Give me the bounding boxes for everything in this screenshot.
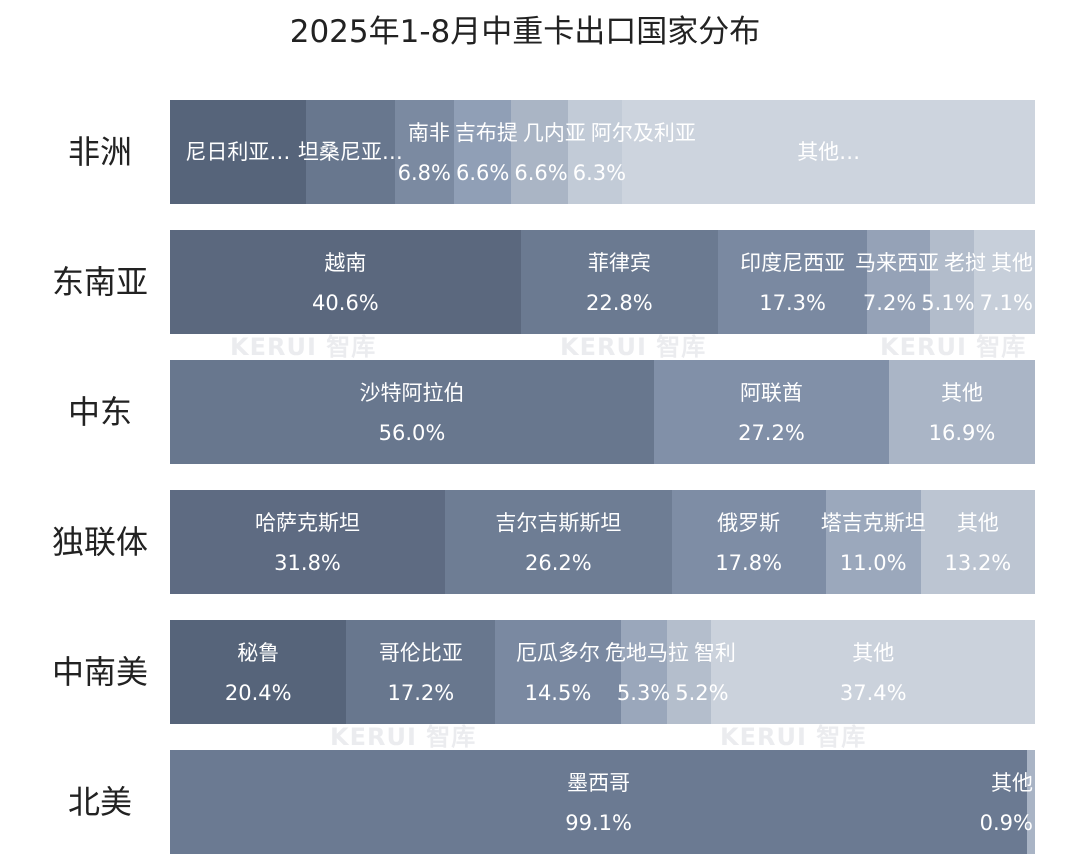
bar-segment (394, 100, 455, 204)
bar-segment (170, 750, 1028, 854)
row-label: 东南亚 (51, 263, 148, 301)
bar-row: 哈萨克斯坦 31.8% 吉尔吉斯斯坦 26.2% 俄罗斯 17.8% 塔吉克斯坦 11.0% 其… (170, 490, 1036, 594)
bar-segment (929, 230, 975, 334)
bar-row: 墨西哥 99.1% 其他 0.9% (170, 750, 1036, 854)
bar-segment (711, 620, 1036, 724)
bar-segment (666, 620, 712, 724)
bar-segment (825, 490, 922, 594)
bar-segment (170, 620, 347, 724)
bar-segment (671, 490, 827, 594)
row-label: 中东 (67, 393, 132, 431)
bar-segment (867, 230, 931, 334)
chart-title: 2025年1-8月中重卡出口国家分布 (289, 14, 761, 50)
watermark: KERUI 智库 (230, 333, 377, 361)
bar-segment (622, 100, 1036, 204)
bar-segment (973, 230, 1036, 334)
bar-segment (888, 360, 1036, 464)
row-label: 北美 (67, 783, 132, 821)
bar-segment (717, 230, 868, 334)
bar-segment (453, 100, 512, 204)
watermark: KERUI 智库 (880, 333, 1027, 361)
bar-segment (170, 100, 307, 204)
bar-segment (1027, 750, 1036, 854)
bar-segment (170, 360, 655, 464)
bar-segment (170, 230, 522, 334)
bar-row: 尼日利亚… 坦桑尼亚… 南非 6.8% 吉布提 6.6% 几内亚 6.6% 阿尔及利亚 6.3% 其… (170, 100, 1036, 204)
bar-segment (495, 620, 622, 724)
watermark: KERUI 智库 (720, 723, 867, 751)
bar-row: 秘鲁 20.4% 哥伦比亚 17.2% 厄瓜多尔 14.5% 危地马拉 5.3% 智利 5.2% 其… (170, 620, 1036, 724)
watermark: KERUI 智库 (330, 723, 477, 751)
bar-segment (346, 620, 496, 724)
bar-segment (620, 620, 667, 724)
bar-segment (653, 360, 890, 464)
bar-segment (305, 100, 396, 204)
row-label: 中南美 (51, 653, 148, 691)
bar-segment (520, 230, 719, 334)
bar-row: 沙特阿拉伯 56.0% 阿联酋 27.2% 其他 16.9% (170, 360, 1036, 464)
bar-segment (920, 490, 1036, 594)
watermark: KERUI 智库 (560, 333, 707, 361)
row-label: 非洲 (67, 133, 132, 171)
bar-segment (510, 100, 569, 204)
bar-segment (170, 490, 446, 594)
bar-segment (445, 490, 673, 594)
row-label: 独联体 (51, 523, 148, 561)
bar-row: 越南 40.6% 菲律宾 22.8% 印度尼西亚 17.3% 马来西亚 7.2% 老挝 5.1% 其… (170, 230, 1036, 334)
bar-segment (567, 100, 623, 204)
